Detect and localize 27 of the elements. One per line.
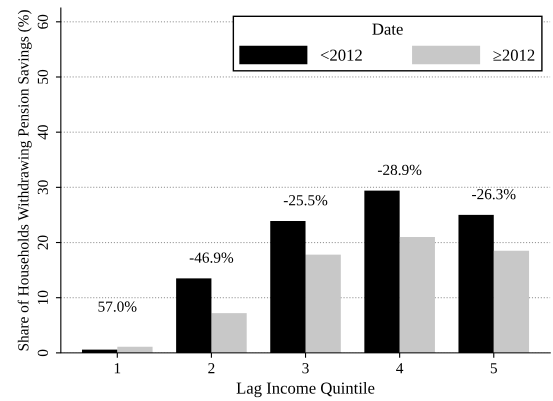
y-tick-label: 50 [38,70,48,84]
x-tick-label: 5 [490,363,497,374]
x-tick-label: 4 [396,363,404,374]
legend-label: <2012 [320,50,362,61]
bar [400,237,435,353]
bar [494,250,530,353]
x-tick-label: 1 [114,363,120,374]
y-tick-label: 0 [38,350,48,356]
legend-label: ≥2012 [493,50,534,61]
x-tick-label: 3 [302,363,309,374]
bar [211,313,247,353]
y-tick-label: 10 [38,290,48,304]
bar [306,254,341,353]
annotation: -28.9% [378,164,422,176]
bar [117,346,153,353]
annotation: -25.5% [284,195,328,206]
y-axis-title: Share of Households Withdrawing Pension Savings (%) [18,10,32,350]
annotation: 57.0% [98,301,137,312]
y-tick-label: 60 [38,14,48,29]
y-tick-label: 40 [38,125,48,140]
x-tick-label: 2 [208,363,214,374]
annotation: -46.9% [190,252,234,263]
legend-title: Date [372,24,403,35]
y-tick-label: 20 [38,235,48,250]
annotation: -26.3% [472,189,516,200]
y-tick-label: 30 [38,180,48,194]
x-axis-title: Lag Income Quintile [236,382,374,398]
